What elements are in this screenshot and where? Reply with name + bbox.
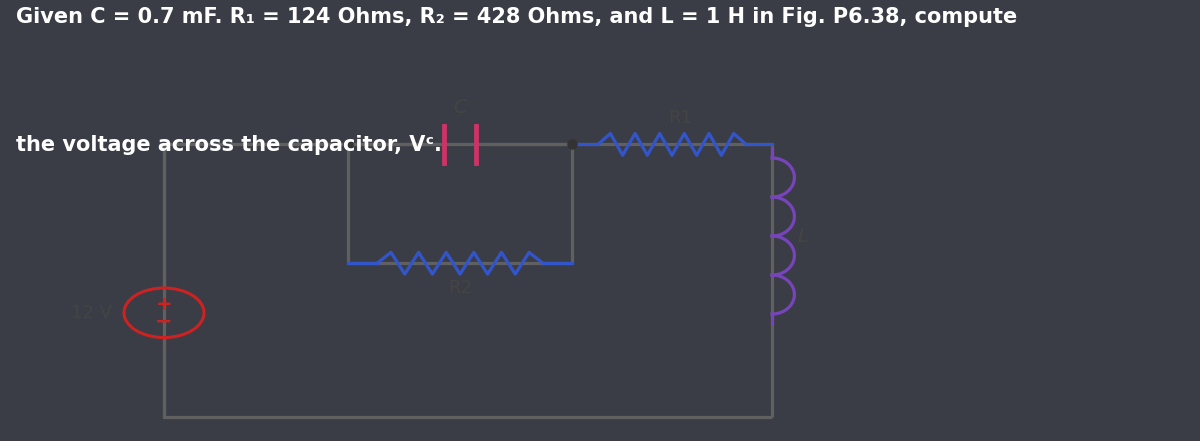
Text: the voltage across the capacitor, Vᶜ.: the voltage across the capacitor, Vᶜ. xyxy=(16,135,442,154)
Text: Given C = 0.7 mF. R₁ = 124 Ohms, R₂ = 428 Ohms, and L = 1 H in Fig. P6.38, compu: Given C = 0.7 mF. R₁ = 124 Ohms, R₂ = 42… xyxy=(16,7,1016,26)
Text: L: L xyxy=(798,227,809,246)
Text: C: C xyxy=(454,97,467,116)
Text: R1: R1 xyxy=(668,109,692,127)
Text: R2: R2 xyxy=(448,279,472,297)
Text: 12 V: 12 V xyxy=(71,304,112,322)
Text: +: + xyxy=(156,295,173,314)
Text: −: − xyxy=(155,311,173,331)
